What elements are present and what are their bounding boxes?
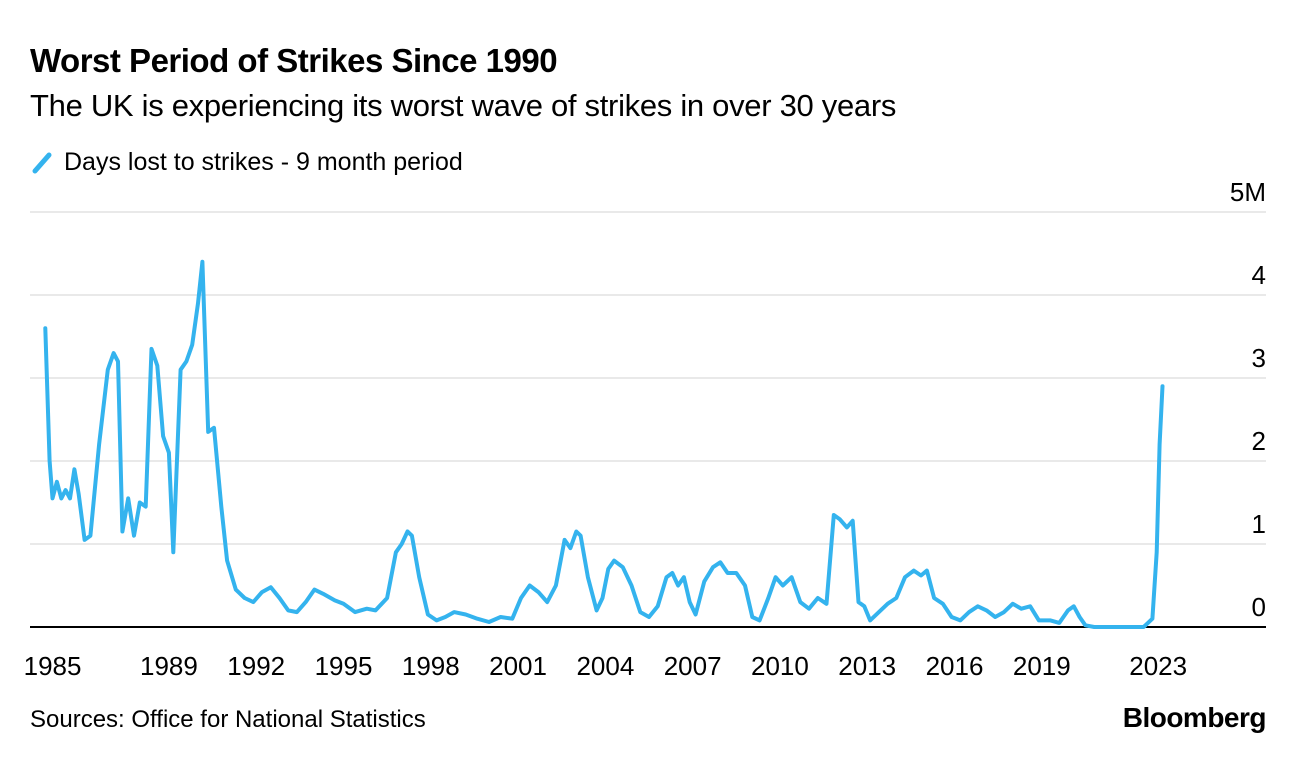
page-subtitle: The UK is experiencing its worst wave of…: [30, 88, 897, 123]
x-tick-label: 2023: [1129, 651, 1187, 681]
legend-label: Days lost to strikes - 9 month period: [64, 148, 463, 176]
y-tick-label: 3: [1252, 343, 1266, 373]
legend-slash-icon: [32, 152, 52, 173]
x-tick-label: 1985: [24, 651, 82, 681]
x-tick-label: 2013: [838, 651, 896, 681]
x-tick-label: 2004: [576, 651, 634, 681]
x-tick-label: 2019: [1013, 651, 1071, 681]
x-tick-label: 1998: [402, 651, 460, 681]
source-note: Sources: Office for National Statistics: [30, 706, 426, 733]
strikes-line-series: [43, 259, 1165, 629]
page-title: Worst Period of Strikes Since 1990: [30, 42, 558, 79]
y-tick-label: 1: [1252, 509, 1266, 539]
bloomberg-logo: Bloomberg: [1122, 702, 1267, 733]
x-tick-label: 2010: [751, 651, 809, 681]
legend: Days lost to strikes - 9 month period: [30, 148, 463, 177]
x-tick-label: 1989: [140, 651, 198, 681]
y-tick-label: 5M: [1230, 177, 1266, 207]
legend-swatch-line: [32, 152, 52, 173]
x-tick-label: 1992: [227, 651, 285, 681]
x-tick-label: 2001: [489, 651, 547, 681]
x-tick-label: 1995: [315, 651, 373, 681]
y-tick-label: 0: [1252, 592, 1266, 622]
x-tick-label: 2007: [664, 651, 722, 681]
y-tick-label: 4: [1252, 260, 1266, 290]
y-tick-label: 2: [1252, 426, 1266, 456]
x-tick-label: 2016: [926, 651, 984, 681]
